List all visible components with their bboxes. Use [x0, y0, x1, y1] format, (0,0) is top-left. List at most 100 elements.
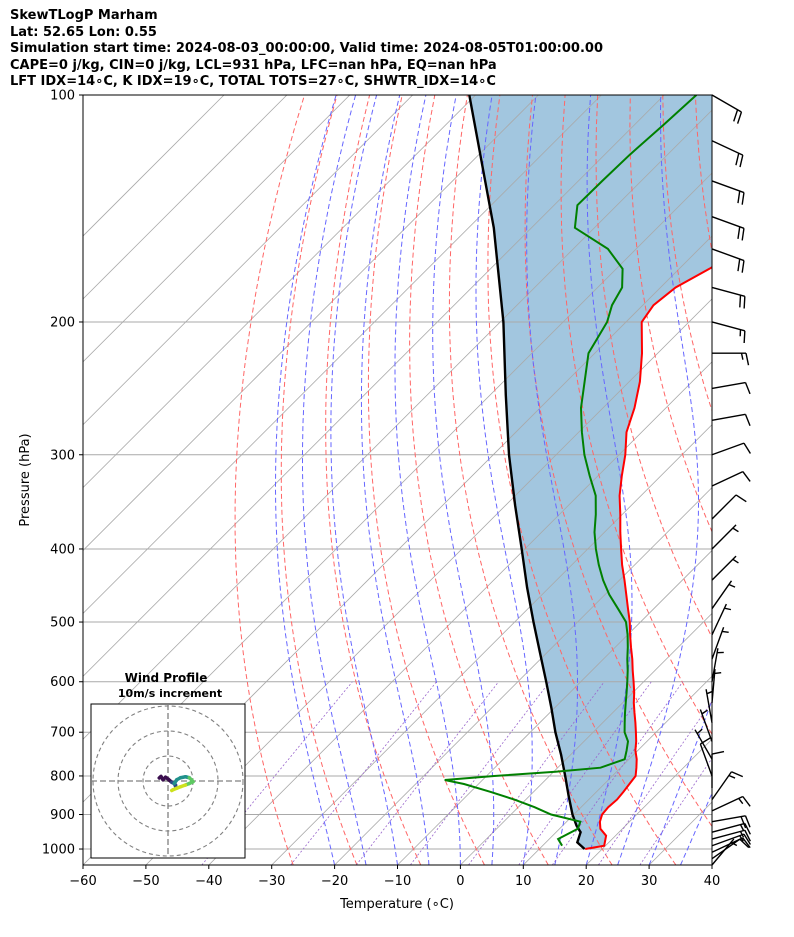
moist-adiabat-line [617, 95, 699, 865]
hodograph-title: Wind Profile [125, 671, 208, 685]
x-tick-label: −50 [132, 874, 159, 889]
x-tick-label: 20 [578, 874, 595, 889]
x-tick-label: 30 [641, 874, 658, 889]
mixing-ratio-line [598, 700, 712, 865]
isotherm-line [83, 95, 413, 426]
wind-barb [711, 771, 744, 801]
mixing-ratio-line [551, 681, 684, 865]
wind-barb [711, 442, 751, 456]
x-tick-label: −40 [195, 874, 222, 889]
wind-barb [711, 524, 739, 550]
wind-barb [711, 580, 736, 610]
wind-barb [711, 555, 739, 581]
temperature-profile-line [585, 265, 712, 850]
x-tick-label: 40 [704, 874, 721, 889]
wind-barb [711, 833, 751, 847]
dry-adiabat-line [524, 95, 712, 828]
wind-barb [711, 648, 724, 682]
isotherm-line [83, 95, 225, 237]
isotherm-line [460, 612, 712, 865]
x-tick-label: −30 [258, 874, 285, 889]
hodograph-subtitle: 10m/s increment [118, 687, 222, 700]
wind-barb [711, 795, 751, 812]
wind-barb [711, 381, 751, 395]
y-tick-label: 900 [50, 808, 75, 823]
time-line: Simulation start time: 2024-08-03_00:00:… [10, 41, 603, 56]
y-axis-label: Pressure (hPa) [18, 433, 33, 526]
dry-adiabat-line [761, 95, 794, 865]
dry-adiabat-line [662, 95, 712, 413]
wind-barb [711, 626, 729, 660]
wind-barb [699, 709, 713, 742]
wind-barb [711, 837, 751, 853]
moist-adiabat-line [302, 95, 367, 865]
y-tick-label: 400 [50, 542, 75, 557]
y-tick-label: 800 [50, 769, 75, 784]
wind-barb [711, 829, 751, 842]
x-tick-label: 0 [456, 874, 464, 889]
isotherm-line [83, 95, 288, 300]
isotherm-line [83, 95, 602, 614]
isotherm-line [83, 109, 712, 740]
dry-adiabat-line [487, 95, 677, 865]
isotherm-line [271, 424, 712, 865]
hodograph-segment [170, 788, 175, 793]
x-tick-label: −20 [321, 874, 348, 889]
moist-adiabat-line [648, 698, 712, 865]
wind-profile-inset: Wind Profile 10m/s increment [90, 671, 246, 859]
wind-barb [711, 94, 743, 124]
y-tick-label: 700 [50, 726, 75, 741]
mixing-ratio-line [290, 681, 437, 865]
dry-adiabat-line [325, 95, 422, 865]
index-line: LFT IDX=14∘C, K IDX=19∘C, TOTAL TOTS=27∘… [10, 74, 496, 89]
wind-barb [711, 321, 746, 344]
moist-adiabat-line [394, 95, 461, 865]
x-tick-label: −60 [69, 874, 96, 889]
isotherm-line [83, 95, 539, 552]
wind-barb [711, 815, 751, 829]
wind-barb [711, 750, 725, 789]
y-tick-label: 100 [50, 89, 75, 104]
y-tick-label: 600 [50, 675, 75, 690]
moist-adiabat-line [432, 95, 495, 865]
isotherm-line [83, 95, 665, 677]
title-block: SkewTLogP Marham Lat: 52.65 Lon: 0.55 Si… [10, 8, 603, 91]
wind-barb [711, 413, 751, 426]
isotherm-line [523, 675, 712, 865]
moist-adiabat-line [330, 95, 398, 865]
dry-adiabat-line [280, 95, 358, 865]
x-tick-label: −10 [384, 874, 411, 889]
isotherm-line [83, 95, 351, 363]
mixing-ratio-line [518, 681, 652, 865]
isotherm-line [145, 298, 712, 865]
y-tick-label: 300 [50, 448, 75, 463]
y-tick-label: 500 [50, 616, 75, 631]
wind-barb [711, 216, 745, 241]
location-line: Lat: 52.65 Lon: 0.55 [10, 24, 157, 40]
y-tick-label: 200 [50, 315, 75, 330]
dry-adiabat-line [595, 95, 712, 639]
isotherm-line [397, 549, 712, 865]
moist-adiabat-line [275, 95, 337, 865]
isotherm-line [83, 95, 476, 489]
dewpoint-profile-line [444, 95, 698, 847]
dry-adiabat-line [448, 95, 613, 865]
wind-barb [694, 728, 713, 760]
dry-adiabat-line [728, 95, 794, 865]
wind-barb [711, 822, 751, 835]
wind-barb [711, 470, 751, 487]
moist-adiabat-line [526, 95, 578, 865]
isotherm-line [334, 487, 712, 865]
wind-barb [711, 494, 747, 520]
instability-shading [469, 95, 712, 849]
dry-adiabat-line [367, 95, 485, 865]
dry-adiabat-line [409, 95, 549, 865]
mixing-ratio-line [410, 681, 550, 865]
dry-adiabat-line [234, 95, 305, 865]
wind-barb [711, 140, 744, 168]
wind-barb [712, 352, 750, 366]
wind-barb [711, 286, 746, 309]
x-axis-label: Temperature (∘C) [339, 897, 454, 912]
wind-barb [711, 838, 750, 860]
